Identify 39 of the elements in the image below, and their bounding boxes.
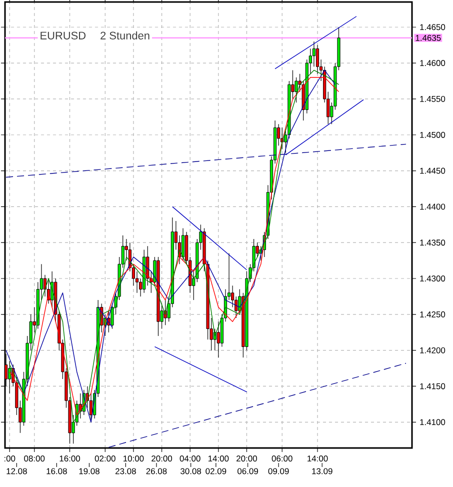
- text: EURUSD: [40, 32, 86, 40]
- x-tick-label: 08:00: [24, 456, 45, 462]
- x-tick-label: 14:00: [308, 456, 328, 462]
- y-tick-label: 1.4550: [420, 96, 446, 102]
- y-tick-label: 1.4100: [420, 419, 446, 426]
- text: 26.08: [146, 468, 167, 474]
- y-tick-label: 1.4150: [420, 383, 446, 390]
- x-tick-label: 04:00: [180, 456, 200, 462]
- x-tick-label: 16:00: [60, 456, 80, 462]
- y-tick-label: 1.4450: [420, 168, 446, 174]
- y-tick-label: 1.4300: [420, 276, 446, 282]
- text: 23.08: [116, 468, 136, 474]
- text: 13.09: [312, 468, 332, 474]
- x-tick-label: 02:00: [94, 456, 116, 462]
- ref-line-label: 1.4635: [416, 34, 441, 41]
- x-tick-label: :00: [4, 456, 16, 462]
- text: 09.09: [268, 468, 289, 474]
- candlestick: [8, 360, 12, 394]
- text: 19.08: [79, 468, 100, 474]
- y-tick-label: 1.4600: [420, 60, 446, 66]
- x-tick-label: 20:00: [236, 456, 257, 462]
- text: 12.08: [6, 468, 27, 474]
- candlestick: [216, 321, 220, 358]
- x-tick-label: 06:00: [272, 456, 292, 462]
- y-tick-label: 1.4500: [420, 132, 446, 138]
- text: 02.09: [206, 468, 226, 474]
- text: 30.08: [180, 468, 202, 474]
- x-tick-label: 10:00: [124, 456, 144, 462]
- x-tick-label: 14:00: [208, 456, 229, 462]
- x-tick-label: 20:00: [152, 456, 172, 462]
- y-tick-label: 1.4350: [420, 240, 446, 246]
- y-tick-label: 1.4650: [420, 24, 446, 30]
- text: 16.08: [46, 468, 67, 474]
- y-tick-label: 1.4200: [420, 347, 446, 354]
- text: 06.09: [238, 468, 258, 474]
- candlestick: [181, 228, 185, 261]
- text: 2 Stunden: [100, 31, 150, 40]
- y-tick-label: 1.4400: [420, 204, 446, 210]
- y-tick-label: 1.4250: [420, 311, 446, 318]
